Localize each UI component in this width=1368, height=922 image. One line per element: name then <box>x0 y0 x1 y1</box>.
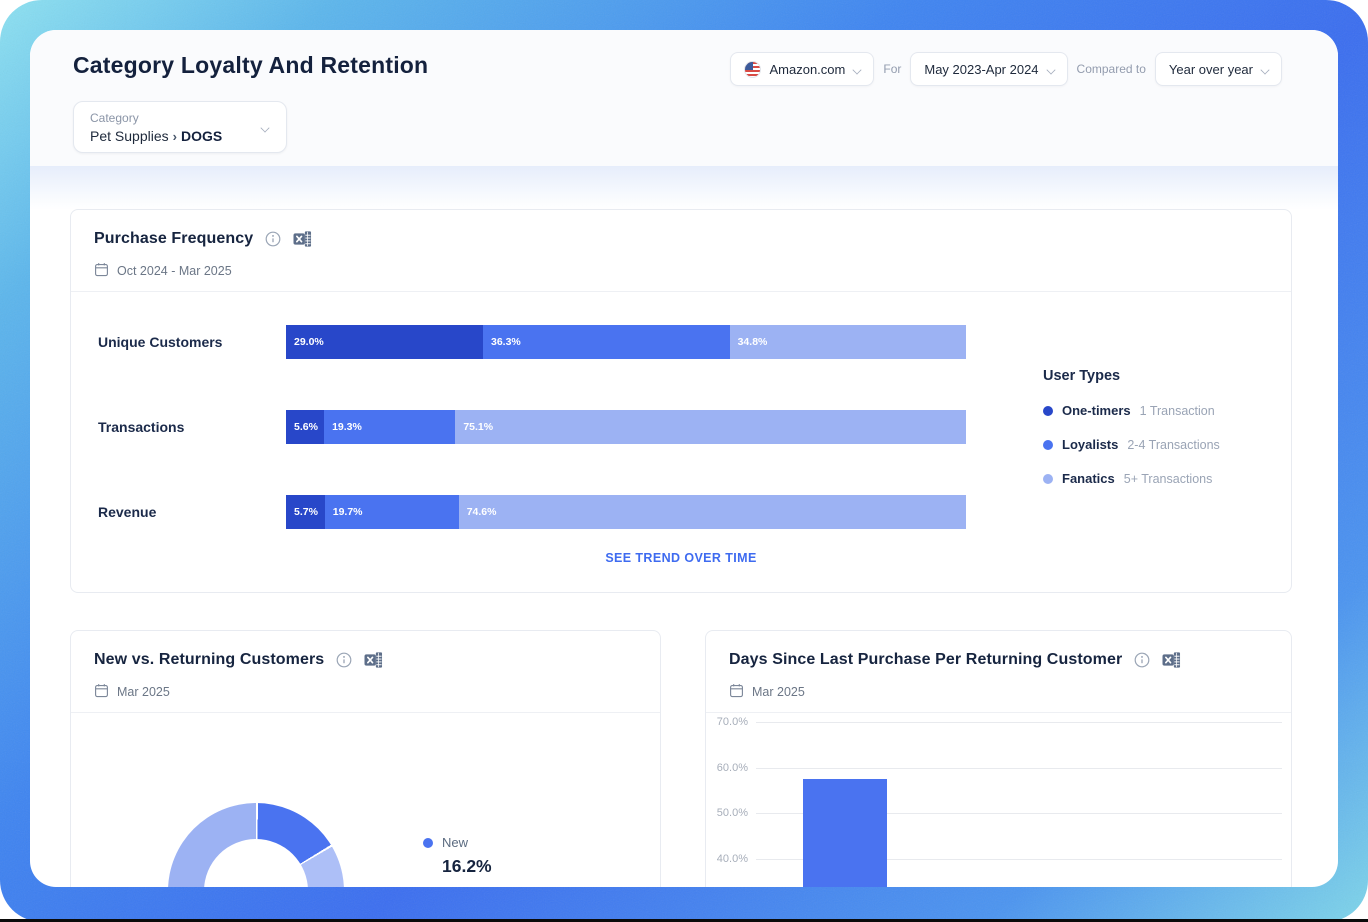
chevron-down-icon <box>853 65 862 74</box>
metric-label: Revenue <box>98 504 157 520</box>
legend-item-loyalists: Loyalists 2-4 Transactions <box>1043 437 1220 452</box>
y-axis-tick-label: 50.0% <box>716 807 748 819</box>
header-controls: Amazon.com For May 2023-Apr 2024 Compare… <box>730 52 1282 86</box>
card-date-range: Oct 2024 - Mar 2025 <box>117 264 232 278</box>
see-trend-over-time-link[interactable]: SEE TREND OVER TIME <box>605 551 757 565</box>
gridline <box>756 767 1282 769</box>
chevron-down-icon <box>261 123 270 132</box>
user-types-legend: User Types One-timers 1 Transaction Loya… <box>1043 368 1220 505</box>
legend-dot <box>423 837 433 848</box>
card-date: Mar 2025 <box>752 685 805 699</box>
dashboard: Category Loyalty And Retention Amazon.co… <box>30 30 1338 887</box>
compared-to-label: Compared to <box>1076 62 1146 76</box>
card-title: Purchase Frequency <box>94 230 254 247</box>
calendar-icon <box>94 683 109 701</box>
metric-label: Unique Customers <box>98 334 223 350</box>
category-filter[interactable]: Category Pet Supplies › DOGS <box>73 101 287 153</box>
metric-row: Transactions 5.6% 19.3% 75.1% <box>71 410 966 444</box>
stacked-bar[interactable]: 5.7% 19.7% 74.6% <box>286 495 966 529</box>
comparison-value: Year over year <box>1168 61 1253 77</box>
legend-value: 16.2% <box>442 856 492 876</box>
divider <box>71 712 660 713</box>
legend-item-fanatics: Fanatics 5+ Transactions <box>1043 471 1220 486</box>
page-title: Category Loyalty And Retention <box>73 52 429 78</box>
purchase-frequency-card: Purchase Frequency Oct 2024 - Mar 2025 <box>70 209 1292 593</box>
for-label: For <box>883 62 902 76</box>
legend-label: New <box>442 835 469 850</box>
stacked-bar[interactable]: 5.6% 19.3% 75.1% <box>286 410 966 444</box>
bar-segment[interactable]: 19.3% <box>324 410 456 444</box>
info-icon[interactable] <box>265 231 281 247</box>
page-header: Category Loyalty And Retention Amazon.co… <box>30 30 1338 166</box>
bar-segment[interactable]: 74.6% <box>458 495 966 529</box>
comparison-selector[interactable]: Year over year <box>1154 52 1282 86</box>
legend-item-one-timers: One-timers 1 Transaction <box>1043 403 1220 418</box>
bar-segment[interactable]: 36.3% <box>483 325 730 359</box>
date-range-value: May 2023-Apr 2024 <box>924 61 1039 77</box>
metric-row: Revenue 5.7% 19.7% 74.6% <box>71 495 966 529</box>
stacked-bar[interactable]: 29.0% 36.3% 34.8% <box>286 325 966 359</box>
date-range-selector[interactable]: May 2023-Apr 2024 <box>910 52 1068 86</box>
metric-row: Unique Customers 29.0% 36.3% 34.8% <box>71 325 966 359</box>
divider <box>71 291 1291 292</box>
bar-segment[interactable]: 29.0% <box>286 325 483 359</box>
calendar-icon <box>94 262 109 280</box>
calendar-icon <box>729 683 744 701</box>
header-gradient-strip <box>30 166 1338 210</box>
card-title: Days Since Last Purchase Per Returning C… <box>729 651 1123 668</box>
info-icon[interactable] <box>336 652 352 668</box>
excel-export-icon[interactable] <box>364 651 383 669</box>
card-date: Mar 2025 <box>117 685 170 699</box>
bar-segment[interactable]: 34.8% <box>729 325 966 359</box>
donut-legend: New 16.2% <box>423 835 492 877</box>
purchase-frequency-rows: Unique Customers 29.0% 36.3% 34.8% Transacti… <box>71 325 966 580</box>
category-filter-value: Pet Supplies › DOGS <box>90 127 223 144</box>
y-axis-tick-label: 70.0% <box>716 716 748 728</box>
metric-label: Transactions <box>98 419 185 435</box>
card-title: New vs. Returning Customers <box>94 651 325 668</box>
chevron-down-icon <box>1261 65 1270 74</box>
y-axis-tick-label: 60.0% <box>716 761 748 774</box>
legend-dot <box>1043 473 1053 484</box>
excel-export-icon[interactable] <box>1162 651 1181 669</box>
legend-title: User Types <box>1043 368 1121 384</box>
legend-dot <box>1043 439 1053 450</box>
new-vs-returning-card: New vs. Returning Customers Mar 2025 <box>70 630 661 887</box>
site-selector-value: Amazon.com <box>769 61 846 77</box>
days-since-last-purchase-card: Days Since Last Purchase Per Returning C… <box>705 630 1292 887</box>
excel-export-icon[interactable] <box>293 230 312 248</box>
screen-bottom-edge <box>0 919 1368 922</box>
bar-segment[interactable]: 19.7% <box>324 495 459 529</box>
bar[interactable] <box>803 778 887 887</box>
legend-dot <box>1043 405 1053 416</box>
category-filter-label: Category <box>90 110 139 125</box>
bar-segment[interactable]: 5.6% <box>286 410 325 444</box>
divider <box>706 712 1291 713</box>
days-since-bar-chart: 70.0% 60.0% 50.0% 40.0% <box>706 712 1291 887</box>
y-axis-tick-label: 40.0% <box>716 852 748 865</box>
gridline <box>756 813 1282 814</box>
us-flag-icon <box>744 60 762 78</box>
gridline <box>756 722 1282 723</box>
bar-segment[interactable]: 75.1% <box>455 410 966 444</box>
breadcrumb-separator: › <box>172 128 177 144</box>
info-icon[interactable] <box>1134 652 1150 668</box>
gridline <box>756 858 1282 860</box>
chevron-down-icon <box>1047 65 1056 74</box>
site-selector[interactable]: Amazon.com <box>730 52 875 86</box>
bar-segment[interactable]: 5.7% <box>286 495 325 529</box>
